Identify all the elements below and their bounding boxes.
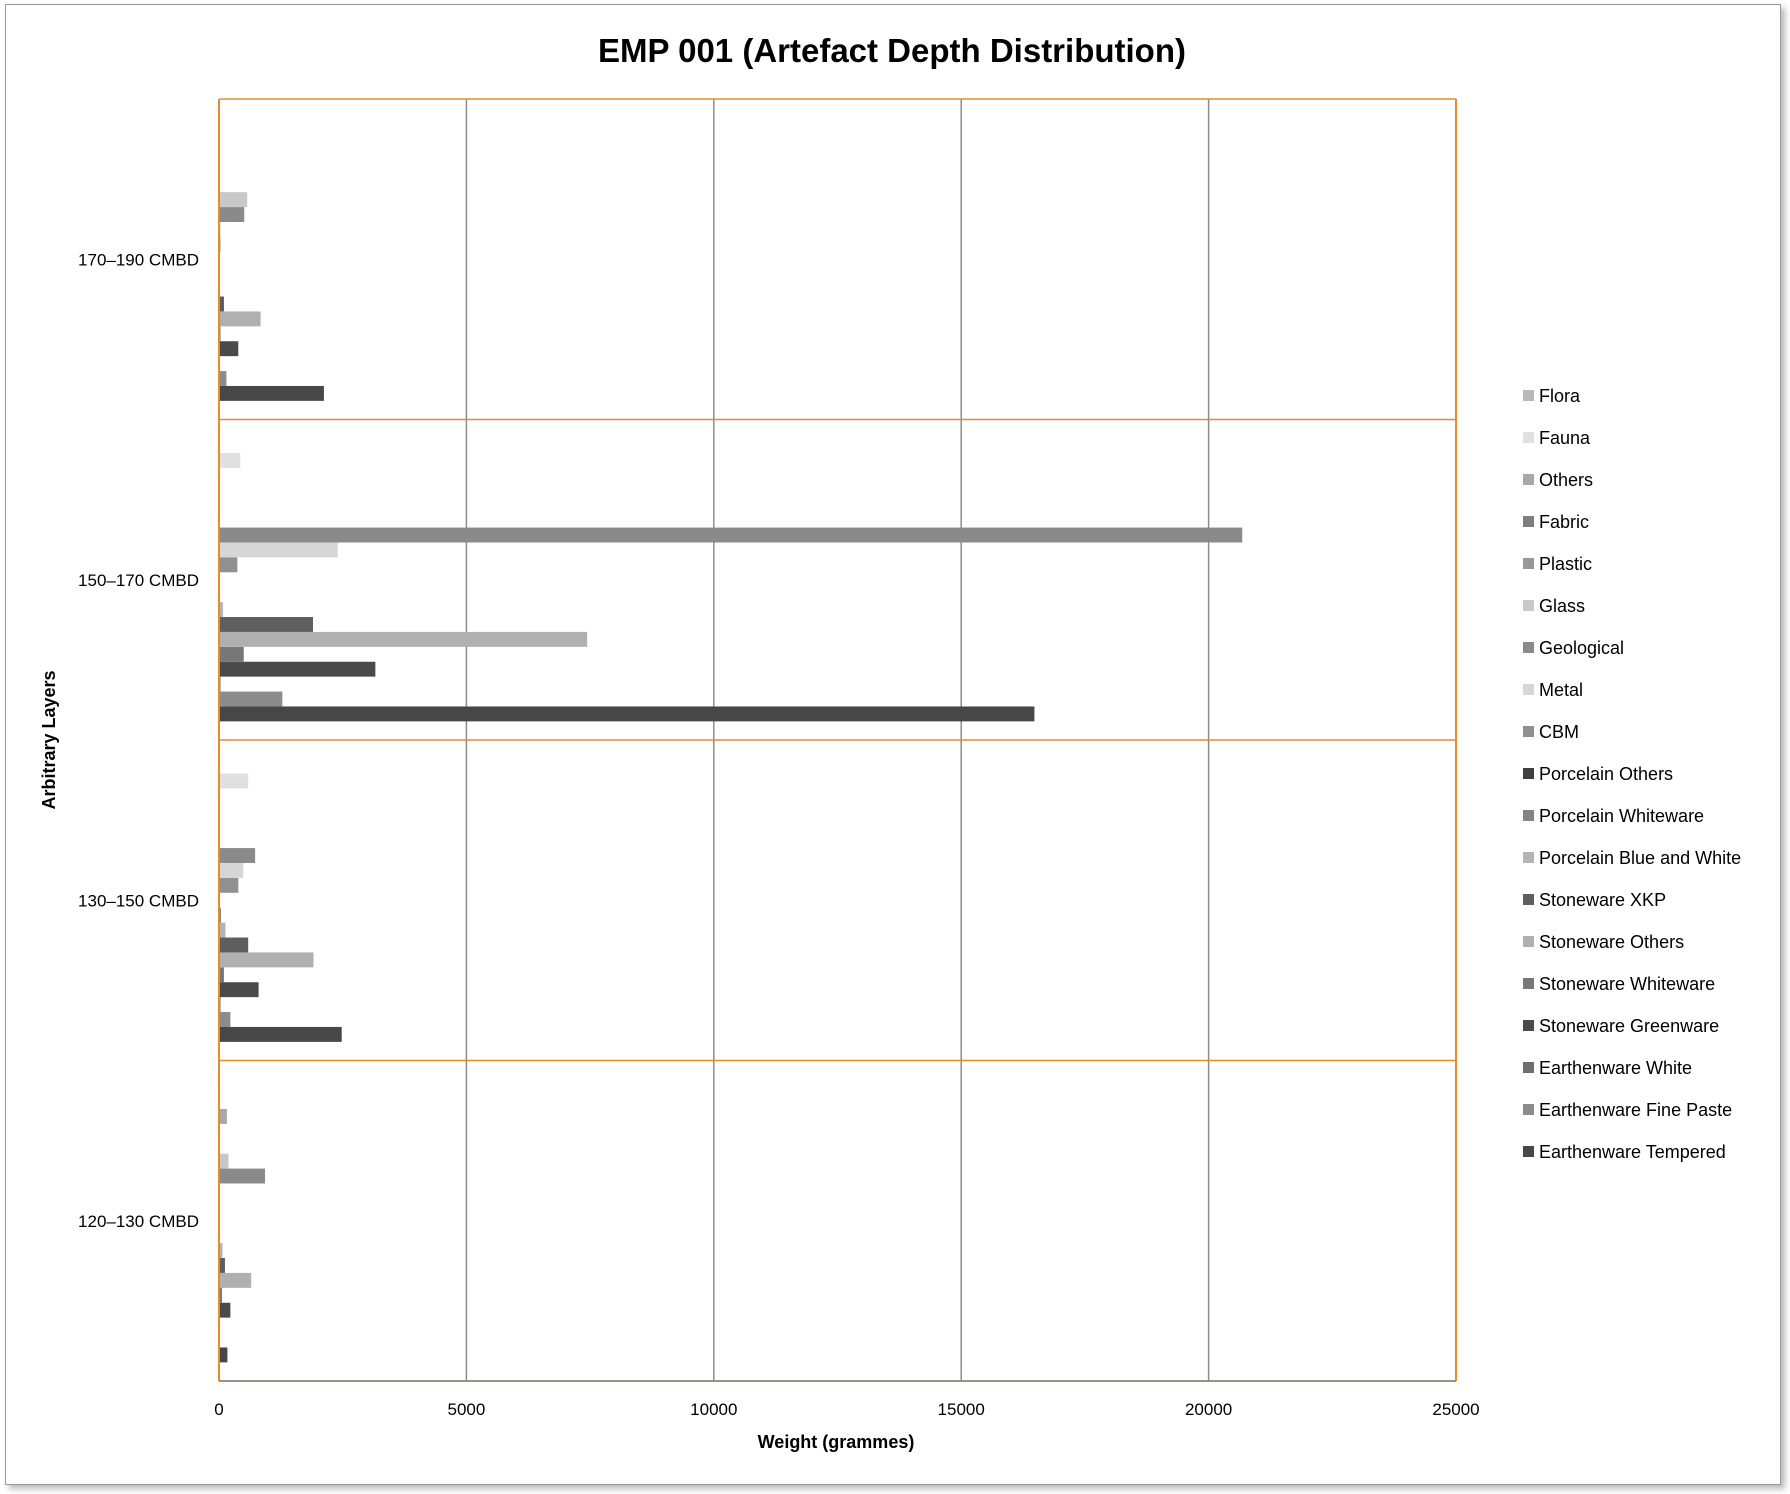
legend-label: Stoneware Others (1539, 932, 1684, 952)
bar (219, 952, 314, 968)
bar (219, 706, 1035, 722)
bar (219, 296, 224, 312)
legend-swatch (1523, 768, 1534, 779)
bar (219, 542, 338, 558)
y-axis-title: Arbitrary Layers (39, 670, 59, 809)
bar (219, 557, 238, 573)
x-tick-label: 0 (214, 1400, 223, 1419)
legend-label: Porcelain Whiteware (1539, 806, 1704, 826)
bar (219, 982, 259, 998)
legend-label: Others (1539, 470, 1593, 490)
bar (219, 192, 248, 208)
bar (219, 1302, 231, 1318)
legend-label: Stoneware XKP (1539, 890, 1666, 910)
legend-swatch (1523, 1062, 1534, 1073)
gridlines (219, 98, 1457, 1382)
x-tick-label: 10000 (690, 1400, 737, 1419)
legend-label: Fauna (1539, 428, 1591, 448)
legend-label: CBM (1539, 722, 1579, 742)
legend-swatch (1523, 474, 1534, 485)
bar (219, 848, 256, 863)
legend-swatch (1523, 978, 1534, 989)
bar (219, 1243, 223, 1259)
bar (219, 602, 223, 618)
legend-label: Earthenware Fine Paste (1539, 1100, 1732, 1120)
x-tick-label: 20000 (1185, 1400, 1232, 1419)
bar (219, 773, 249, 789)
bar (219, 311, 261, 327)
bar (219, 1012, 231, 1027)
legend-swatch (1523, 810, 1534, 821)
legend-swatch (1523, 1020, 1534, 1031)
bar (219, 937, 249, 953)
bar (219, 1287, 222, 1303)
y-tick-label: 120–130 CMBD (78, 1212, 199, 1231)
chart-title: EMP 001 (Artefact Depth Distribution) (598, 32, 1186, 69)
legend-swatch (1523, 684, 1534, 695)
bar (219, 617, 314, 632)
bar (219, 862, 244, 878)
bar (219, 1347, 228, 1363)
legend-swatch (1523, 600, 1534, 611)
legend-swatch (1523, 1146, 1534, 1157)
bar (219, 527, 1243, 543)
legend-label: Fabric (1539, 512, 1589, 532)
legend-label: Stoneware Greenware (1539, 1016, 1719, 1036)
legend-swatch (1523, 432, 1534, 443)
legend-label: Geological (1539, 638, 1624, 658)
legend-swatch (1523, 936, 1534, 947)
chart-frame (5, 4, 1781, 1485)
legend-label: Porcelain Others (1539, 764, 1673, 784)
y-tick-label: 150–170 CMBD (78, 571, 199, 590)
bars (219, 117, 1243, 1363)
bar (219, 1168, 266, 1184)
bar (219, 385, 324, 401)
x-tick-labels: 0 5000 10000 15000 20000 25000 (214, 1400, 1479, 1419)
legend-swatch (1523, 894, 1534, 905)
legend-label: Flora (1539, 386, 1581, 406)
legend-swatch (1523, 642, 1534, 653)
bar (219, 1272, 252, 1288)
y-tick-labels: 120–130 CMBD 130–150 CMBD 150–170 CMBD 170–… (78, 250, 199, 1231)
legend-label: Earthenware Tempered (1539, 1142, 1726, 1162)
legend-label: Stoneware Whiteware (1539, 974, 1715, 994)
bar (219, 631, 588, 647)
bar (219, 877, 239, 893)
bar (219, 691, 283, 707)
axes (218, 99, 1457, 1382)
x-tick-label: 25000 (1432, 1400, 1479, 1419)
legend-swatch (1523, 852, 1534, 863)
bar (219, 1258, 225, 1273)
legend-swatch (1523, 558, 1534, 569)
bar (219, 1153, 229, 1169)
legend-label: Glass (1539, 596, 1585, 616)
legend-swatch (1523, 516, 1534, 527)
bar (219, 1108, 227, 1124)
bar (219, 1026, 342, 1042)
legend-swatch (1523, 390, 1534, 401)
bar (219, 207, 245, 222)
legend-label: Porcelain Blue and White (1539, 848, 1741, 868)
legend-label: Earthenware White (1539, 1058, 1692, 1078)
bar (219, 341, 239, 357)
x-tick-label: 5000 (447, 1400, 485, 1419)
bar (219, 922, 226, 938)
legend-label: Plastic (1539, 554, 1592, 574)
bar (219, 453, 241, 468)
bar (219, 661, 376, 677)
legend-label: Metal (1539, 680, 1583, 700)
x-tick-label: 15000 (938, 1400, 985, 1419)
bar (219, 371, 227, 386)
bar (219, 967, 224, 983)
y-tick-label: 130–150 CMBD (78, 891, 199, 910)
y-tick-label: 170–190 CMBD (78, 250, 199, 269)
legend-swatch (1523, 1104, 1534, 1115)
legend: Flora Fauna Others Fabric Plastic Glass Geolog… (1523, 386, 1741, 1162)
bar (219, 646, 244, 662)
legend-swatch (1523, 726, 1534, 737)
x-axis-title: Weight (grammes) (758, 1432, 915, 1452)
